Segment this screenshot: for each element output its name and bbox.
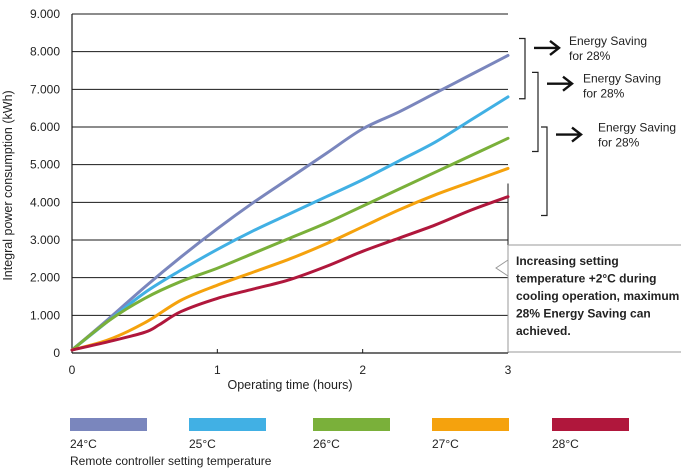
bracket [532, 71, 539, 153]
y-tick-label: 4.000 [30, 195, 60, 209]
energy-saving-label: for 28% [598, 136, 640, 150]
energy-saving-label: Energy Saving [583, 72, 661, 86]
legend-label: 28°C [552, 437, 579, 451]
y-axis-title: Integral power consumption (kWh) [1, 90, 15, 280]
callout-text-line: Increasing setting [516, 254, 619, 268]
x-tick-label: 1 [214, 363, 221, 377]
energy-saving-label: Energy Saving [598, 121, 676, 135]
energy-saving-label: for 28% [569, 49, 611, 63]
callout-box: Increasing setting temperature +2°C durin… [495, 244, 681, 353]
gridlines [72, 13, 508, 316]
x-tick-label: 2 [359, 363, 366, 377]
axes: 0 1.000 2.000 3.000 4.000 5.000 6.000 7.000 8.00… [1, 7, 512, 392]
arrow-right-icon [547, 75, 574, 92]
callout-text-line: temperature +2°C during [516, 272, 657, 286]
legend-swatch [189, 418, 266, 431]
legend-label: 27°C [432, 437, 459, 451]
y-tick-label: 2.000 [30, 271, 60, 285]
legend-swatch [313, 418, 390, 431]
y-tick-label: 8.000 [30, 45, 60, 59]
y-tick-label: 5.000 [30, 158, 60, 172]
callout-text-line: achieved. [516, 324, 571, 338]
series-line-27c [70, 166, 510, 352]
legend-label: 24°C [70, 437, 97, 451]
legend-swatch [432, 418, 509, 431]
callout-text-line: 28% Energy Saving can [516, 307, 651, 321]
callout-text-line: cooling operation, maximum [516, 289, 679, 303]
arrow-right-icon [534, 39, 561, 56]
y-tick-label: 0 [53, 346, 60, 360]
legend-swatch [552, 418, 629, 431]
x-tick-label: 3 [505, 363, 512, 377]
callout-border [495, 244, 681, 353]
bracket [519, 37, 526, 100]
arrow-right-icon [556, 126, 583, 143]
series-line-24c [70, 53, 510, 352]
y-tick-label: 6.000 [30, 120, 60, 134]
energy-saving-label: for 28% [583, 87, 625, 101]
legend: 24°C 25°C 26°C 27°C 28°C Remote controller se… [70, 418, 629, 468]
legend-label: 26°C [313, 437, 340, 451]
y-tick-label: 3.000 [30, 233, 60, 247]
y-tick-label: 9.000 [30, 7, 60, 21]
series-line-26c [70, 136, 510, 352]
series-lines [70, 53, 510, 352]
energy-saving-label: Energy Saving [569, 34, 647, 48]
x-axis-title: Operating time (hours) [227, 378, 352, 392]
legend-title: Remote controller setting temperature [70, 454, 272, 468]
legend-label: 25°C [189, 437, 216, 451]
y-tick-label: 1.000 [30, 308, 60, 322]
y-tick-label: 7.000 [30, 82, 60, 96]
series-line-28c [70, 195, 510, 352]
bracket [541, 126, 548, 217]
x-tick-label: 0 [69, 363, 76, 377]
legend-swatch [70, 418, 147, 431]
series-line-25c [70, 95, 510, 352]
